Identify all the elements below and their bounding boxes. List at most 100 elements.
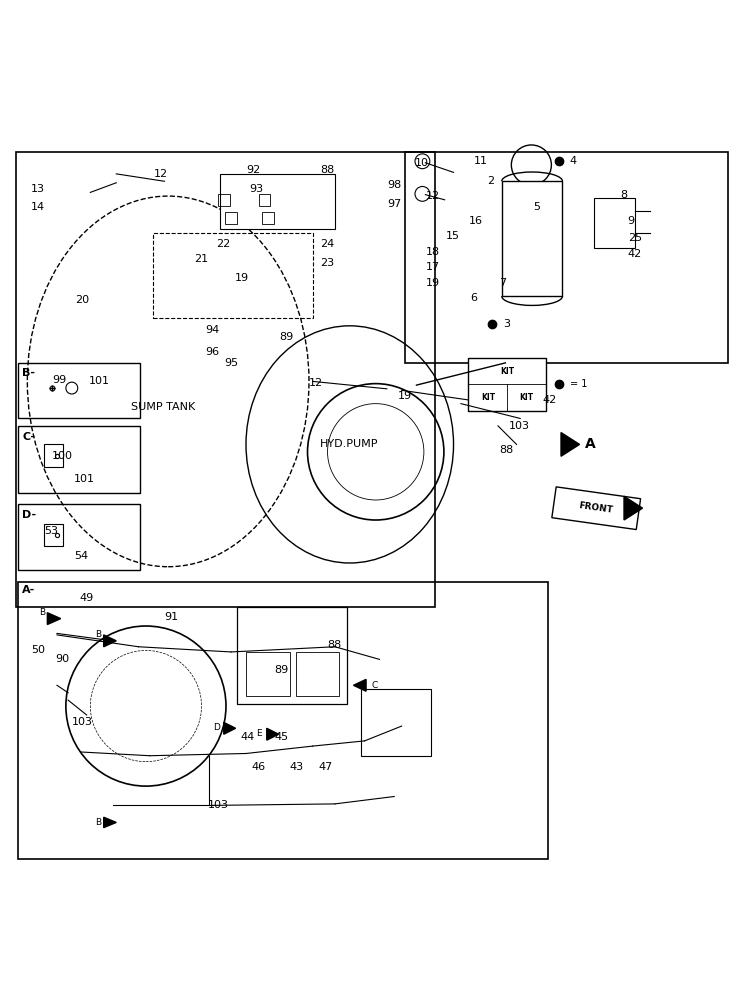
Polygon shape (103, 635, 116, 647)
Bar (469, 358, 546, 411)
Polygon shape (48, 613, 61, 625)
Text: 19: 19 (235, 273, 249, 283)
Bar (220, 174, 335, 229)
Bar (296, 652, 339, 696)
Text: 12: 12 (153, 169, 167, 179)
Text: 25: 25 (628, 233, 642, 243)
Bar (246, 652, 290, 696)
Text: 8: 8 (620, 190, 627, 200)
Bar (18, 426, 140, 493)
Text: SUMP TANK: SUMP TANK (131, 402, 196, 412)
Text: 42: 42 (628, 249, 642, 259)
Text: 99: 99 (52, 375, 66, 385)
Bar (45, 524, 63, 546)
Text: B: B (39, 608, 45, 617)
Text: 6: 6 (470, 293, 477, 303)
Text: 16: 16 (469, 216, 482, 226)
Text: 91: 91 (164, 612, 179, 622)
Text: 49: 49 (79, 593, 94, 603)
Text: KIT: KIT (481, 393, 495, 402)
Text: A: A (585, 437, 595, 451)
Bar (16, 152, 435, 607)
Text: 50: 50 (31, 645, 45, 655)
Text: 97: 97 (387, 199, 401, 209)
Text: 89: 89 (279, 332, 294, 342)
Text: 23: 23 (320, 258, 334, 268)
Text: 20: 20 (75, 295, 89, 305)
Text: 11: 11 (474, 156, 488, 166)
Text: 9: 9 (628, 216, 635, 226)
Text: 103: 103 (509, 421, 530, 431)
Text: 12: 12 (426, 191, 440, 201)
Bar (501, 181, 562, 296)
Text: 90: 90 (55, 654, 69, 664)
Bar (552, 487, 641, 530)
Text: 88: 88 (499, 445, 514, 455)
Text: D-: D- (22, 510, 36, 520)
Text: 18: 18 (426, 247, 440, 257)
Text: 46: 46 (252, 762, 266, 772)
Text: 101: 101 (74, 474, 95, 484)
Text: = 1: = 1 (570, 379, 587, 389)
Bar (405, 152, 728, 363)
Text: 17: 17 (426, 262, 440, 272)
Text: 22: 22 (217, 239, 231, 249)
Bar (225, 212, 237, 224)
Text: 14: 14 (31, 202, 45, 212)
Text: B: B (94, 818, 100, 827)
Text: 43: 43 (289, 762, 303, 772)
Bar (153, 233, 312, 318)
Text: FRONT: FRONT (578, 501, 614, 515)
Bar (218, 194, 230, 206)
Text: 103: 103 (72, 717, 93, 727)
Bar (18, 582, 548, 859)
Text: 93: 93 (250, 184, 264, 194)
Text: 15: 15 (446, 231, 460, 241)
Polygon shape (353, 679, 366, 691)
Text: 103: 103 (208, 800, 228, 810)
Text: KIT: KIT (519, 393, 533, 402)
Text: B-: B- (22, 368, 35, 378)
Text: 96: 96 (205, 347, 219, 357)
Text: 24: 24 (320, 239, 334, 249)
Bar (263, 212, 274, 224)
Polygon shape (224, 722, 236, 734)
Text: C-: C- (22, 432, 35, 442)
Bar (237, 607, 347, 704)
Text: 45: 45 (274, 732, 288, 742)
Text: 92: 92 (246, 165, 260, 175)
Bar (259, 194, 271, 206)
Text: 19: 19 (398, 391, 412, 401)
Text: 10: 10 (415, 158, 429, 168)
Text: 88: 88 (320, 165, 334, 175)
Text: 100: 100 (52, 451, 73, 461)
Bar (45, 444, 63, 467)
Text: 3: 3 (503, 319, 510, 329)
Text: HYD.PUMP: HYD.PUMP (320, 439, 379, 449)
Polygon shape (561, 433, 580, 456)
Bar (361, 689, 432, 756)
Text: 4: 4 (570, 156, 577, 166)
Text: 95: 95 (224, 358, 238, 368)
Text: 101: 101 (89, 376, 110, 386)
Text: KIT: KIT (500, 367, 514, 376)
Text: C: C (372, 681, 378, 690)
Bar (18, 504, 140, 570)
Text: 53: 53 (45, 526, 58, 536)
Text: B: B (94, 630, 100, 639)
Text: 12: 12 (309, 378, 323, 388)
Bar (18, 363, 140, 418)
Text: 88: 88 (327, 640, 341, 650)
Text: 13: 13 (31, 184, 45, 194)
Text: 2: 2 (487, 176, 494, 186)
Text: A-: A- (22, 585, 36, 595)
Text: 44: 44 (240, 732, 254, 742)
Text: 5: 5 (533, 202, 541, 212)
Polygon shape (267, 728, 278, 740)
Polygon shape (624, 496, 643, 520)
Text: 21: 21 (194, 254, 208, 264)
Text: 54: 54 (74, 551, 88, 561)
Polygon shape (103, 817, 116, 828)
Text: 89: 89 (274, 665, 289, 675)
Text: 19: 19 (426, 278, 440, 288)
